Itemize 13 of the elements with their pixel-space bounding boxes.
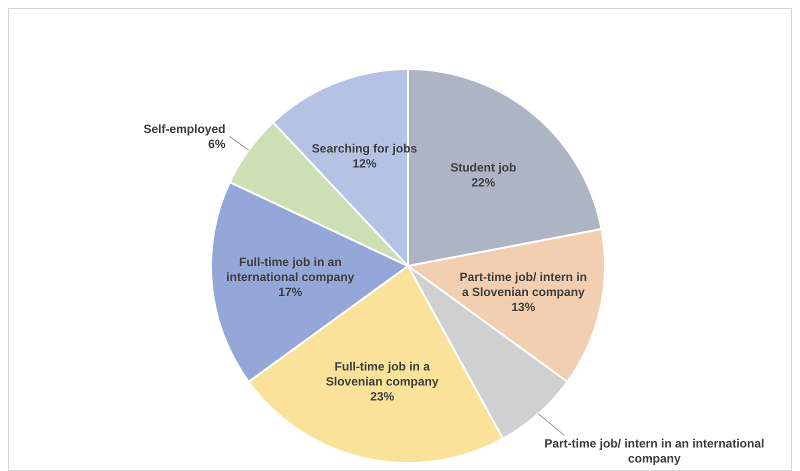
- slice-label: Full-time job in an international company: [226, 255, 355, 284]
- data-label: 6%: [208, 136, 226, 151]
- data-label: 13%: [511, 300, 536, 314]
- slice-label: Part-time job/ intern in a Slovenian company: [460, 270, 588, 299]
- data-label: 12%: [352, 156, 377, 171]
- slice-label: Self-employed: [143, 122, 226, 136]
- slice-label: Part-time job/ intern in an international company: [544, 436, 764, 466]
- data-label: 22%: [471, 175, 496, 190]
- data-label: 23%: [370, 389, 395, 404]
- data-label: 17%: [278, 285, 303, 300]
- slice-label: Student job: [450, 160, 516, 174]
- slice-label: Full-time job in a Slovenian company: [326, 359, 439, 388]
- slice-label: Searching for jobs: [312, 142, 418, 156]
